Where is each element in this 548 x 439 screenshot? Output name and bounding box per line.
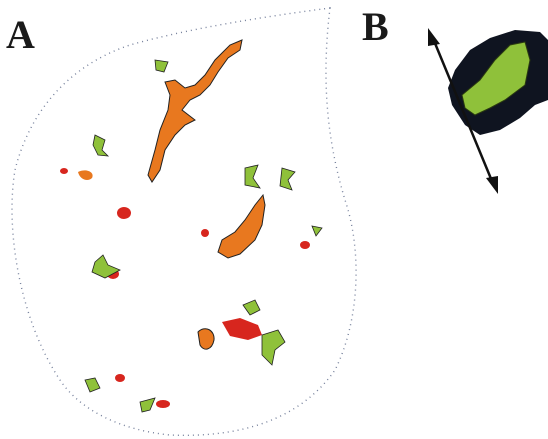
red-cell	[117, 207, 131, 219]
panel-label: B	[362, 4, 389, 49]
red-cell	[60, 168, 68, 174]
panel-label: A	[6, 12, 35, 57]
red-cell	[300, 241, 310, 249]
figure: A B	[0, 0, 548, 439]
red-cell	[201, 229, 209, 237]
red-cell	[115, 374, 125, 382]
red-cell	[156, 400, 170, 408]
orange-cell	[198, 329, 214, 349]
